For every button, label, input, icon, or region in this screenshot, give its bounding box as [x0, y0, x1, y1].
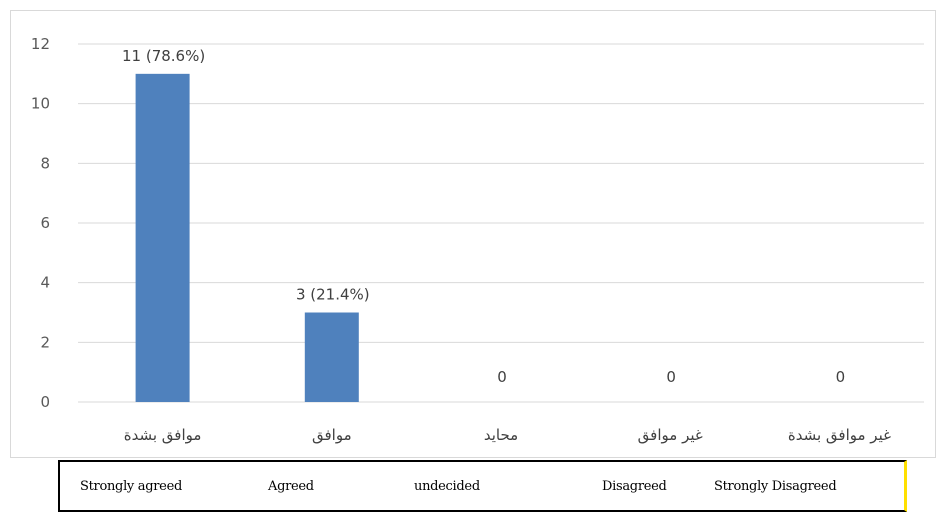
category-label: موافق: [312, 426, 352, 444]
english-label-strongly-agreed: Strongly agreed: [80, 479, 182, 494]
y-axis-ticks: 0 2 4 6 8 10 12: [31, 35, 50, 411]
english-label-agreed: Agreed: [268, 479, 314, 494]
english-label-undecided: undecided: [414, 479, 480, 494]
bar-chart: 0 2 4 6 8 10 12 11 (78.6%) 3 (21.4%) 0 0…: [31, 35, 924, 444]
bar: [304, 312, 359, 402]
english-label-disagreed: Disagreed: [602, 479, 667, 494]
gridlines: [78, 43, 924, 403]
x-axis-categories: موافق بشدة موافق محايد غير موافق غير موا…: [124, 426, 891, 444]
english-translation-row: Strongly agreed Agreed undecided Disagre…: [58, 460, 907, 512]
english-label-strongly-disagreed: Strongly Disagreed: [714, 479, 837, 494]
data-labels: 11 (78.6%) 3 (21.4%) 0 0 0: [122, 47, 845, 386]
category-label: موافق بشدة: [124, 426, 202, 444]
bars: [135, 73, 359, 402]
y-tick-label: 2: [40, 333, 50, 351]
y-tick-label: 4: [40, 274, 50, 292]
category-label: غير موافق: [638, 426, 703, 444]
y-tick-label: 10: [31, 95, 50, 113]
data-label: 0: [497, 368, 507, 386]
data-label: 0: [836, 368, 846, 386]
y-tick-label: 12: [31, 35, 50, 53]
y-tick-label: 6: [40, 214, 50, 232]
data-label: 11 (78.6%): [122, 47, 205, 65]
category-label: غير موافق بشدة: [788, 426, 891, 444]
category-label: محايد: [484, 426, 518, 444]
y-tick-label: 8: [40, 154, 50, 172]
data-label: 3 (21.4%): [296, 286, 370, 304]
y-tick-label: 0: [40, 393, 50, 411]
bar: [135, 73, 190, 402]
data-label: 0: [666, 368, 676, 386]
